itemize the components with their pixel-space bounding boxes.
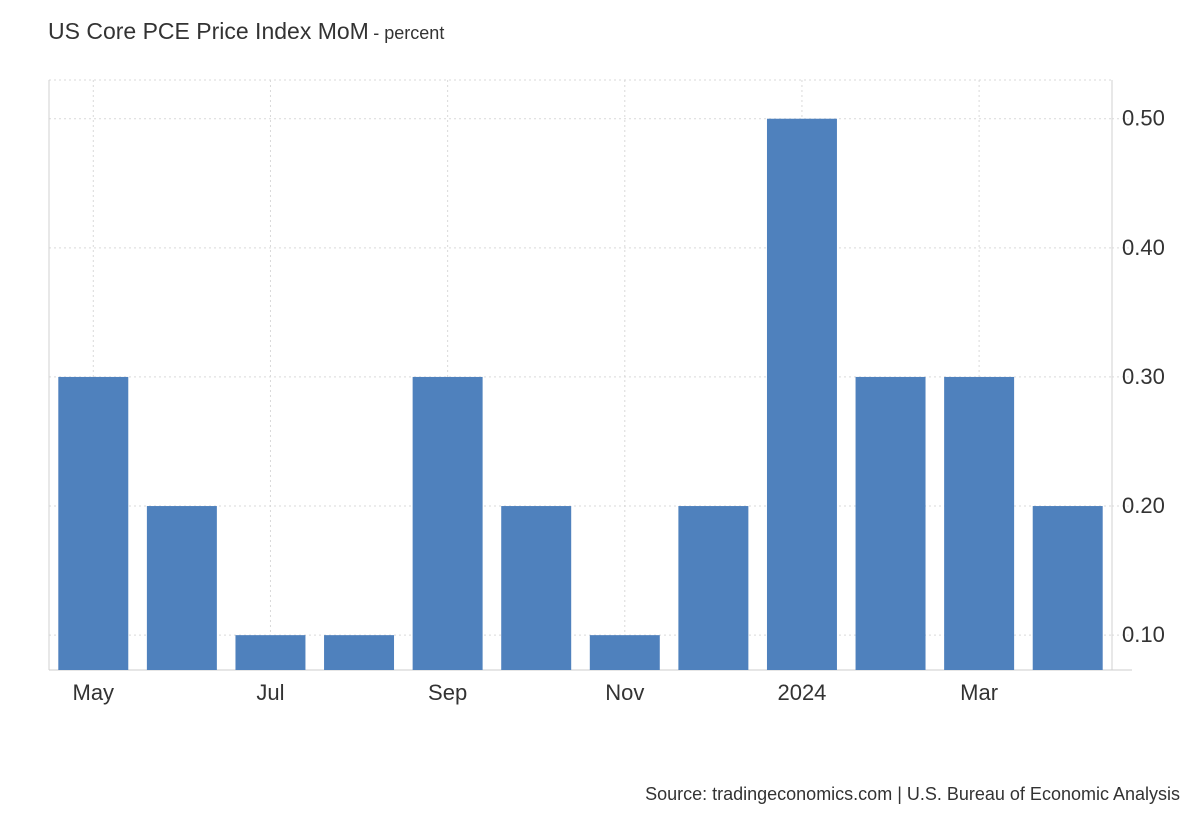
source-note: Source: tradingeconomics.com | U.S. Bure…: [645, 784, 1180, 804]
bar-jul: [235, 635, 306, 670]
chart-title-block: US Core PCE Price Index MoM - percent: [48, 18, 444, 45]
x-tick-label: Sep: [428, 680, 467, 705]
bar-may: [58, 376, 129, 670]
x-tick-label: Nov: [605, 680, 644, 705]
y-tick-label: 0.50: [1122, 106, 1165, 131]
bar-2024: [766, 118, 837, 671]
bar-apr: [1032, 506, 1103, 670]
x-tick-label: Jul: [256, 680, 284, 705]
x-tick-label: 2024: [777, 680, 826, 705]
y-tick-label: 0.40: [1122, 235, 1165, 260]
chart-subtitle: - percent: [373, 23, 445, 43]
y-tick-label: 0.20: [1122, 493, 1165, 518]
bar-jun: [146, 506, 217, 670]
x-tick-label: Mar: [960, 680, 998, 705]
bar-nov: [589, 635, 660, 670]
bar-mar: [944, 376, 1015, 670]
x-tick-label: May: [73, 680, 115, 705]
y-tick-label: 0.30: [1122, 364, 1165, 389]
chart-title: US Core PCE Price Index MoM: [48, 18, 369, 44]
y-tick-label: 0.10: [1122, 622, 1165, 647]
bar-feb: [855, 376, 926, 670]
bar-sep: [412, 376, 483, 670]
bar-oct: [501, 506, 572, 670]
bar-dec: [678, 506, 749, 670]
bar-aug: [324, 635, 395, 670]
